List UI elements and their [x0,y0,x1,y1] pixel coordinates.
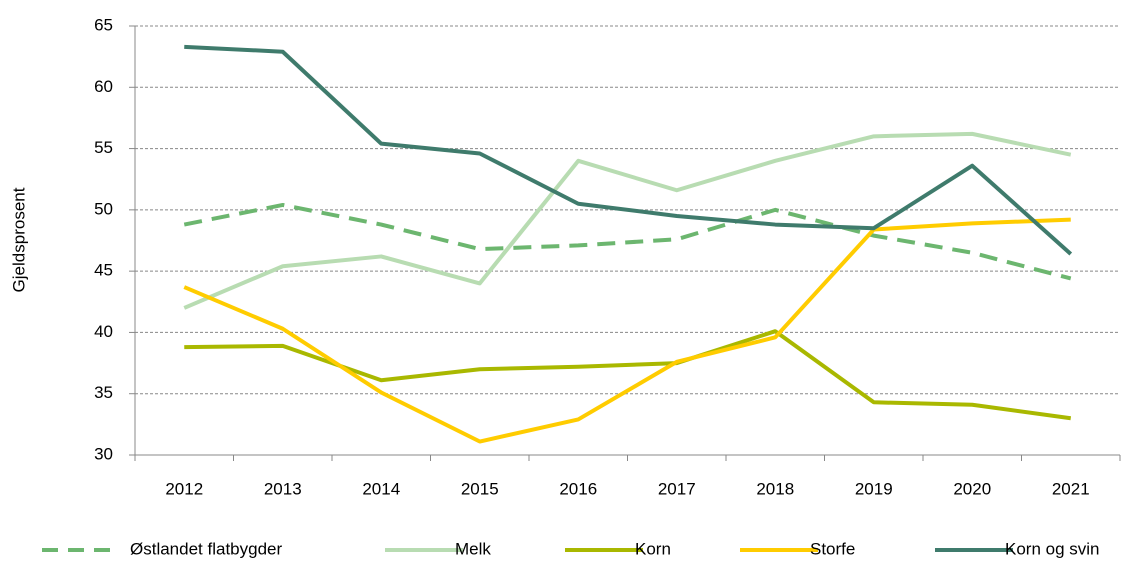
y-tick-label: 65 [94,15,113,34]
y-tick-label: 30 [94,444,113,463]
y-tick-label: 40 [94,322,113,341]
x-tick-label: 2015 [461,479,499,498]
legend-label: Korn og svin [1005,539,1100,558]
legend-label: Storfe [810,539,855,558]
y-tick-label: 45 [94,261,113,280]
x-tick-label: 2018 [756,479,794,498]
legend-label: Melk [455,539,491,558]
series-line [183,202,1072,281]
x-tick-label: 2021 [1052,479,1090,498]
y-tick-label: 60 [94,77,113,96]
x-tick-label: 2016 [559,479,597,498]
x-tick-label: 2012 [165,479,203,498]
x-tick-label: 2017 [658,479,696,498]
series-line [183,131,1072,310]
x-tick-label: 2020 [953,479,991,498]
x-tick-label: 2019 [855,479,893,498]
y-axis-label: Gjeldsprosent [9,187,28,292]
legend-label: Korn [635,539,671,558]
y-tick-label: 50 [94,199,113,218]
series-line [184,44,1073,256]
series-line [183,217,1071,444]
y-tick-label: 35 [94,383,113,402]
legend-label: Østlandet flatbygder [130,539,282,558]
x-tick-label: 2014 [362,479,400,498]
series-line [184,329,1072,421]
x-tick-label: 2013 [264,479,302,498]
y-tick-label: 55 [94,138,113,157]
